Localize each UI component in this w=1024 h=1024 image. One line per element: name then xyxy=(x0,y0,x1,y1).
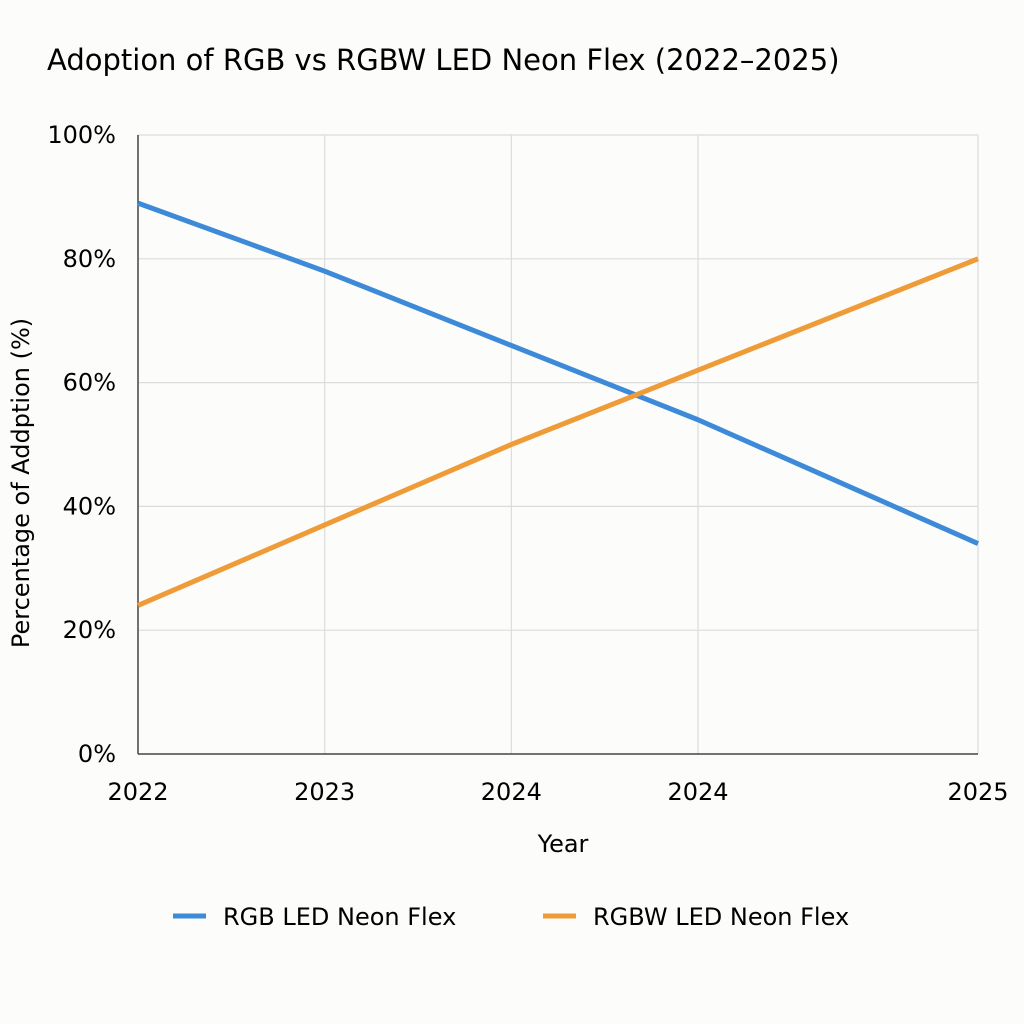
x-tick-label: 2025 xyxy=(947,778,1008,806)
legend-label-rgbw: RGBW LED Neon Flex xyxy=(593,903,849,931)
grid-lines xyxy=(138,134,979,754)
legend: RGB LED Neon Flex RGBW LED Neon Flex xyxy=(173,903,849,931)
series-lines xyxy=(137,200,980,608)
x-tick-label: 2022 xyxy=(107,778,168,806)
y-tick-label: 80% xyxy=(63,245,116,273)
axes xyxy=(137,135,978,755)
y-tick-label: 100% xyxy=(47,121,116,149)
y-tick-label: 0% xyxy=(78,740,116,768)
tick-labels: 0% 20% 40% 60% 80% 100% 2022 2023 2024 2024 2025 xyxy=(47,121,1008,806)
x-axis-title: Year xyxy=(537,830,589,858)
y-tick-label: 40% xyxy=(63,492,116,520)
series-line-rgbw xyxy=(137,256,979,608)
y-tick-label: 60% xyxy=(63,369,116,397)
chart-title: Adoption of RGB vs RGBW LED Neon Flex (2… xyxy=(47,43,840,77)
x-tick-label: 2024 xyxy=(481,778,542,806)
y-axis-title: Percentage of Addption (%) xyxy=(7,318,35,648)
y-tick-label: 20% xyxy=(63,616,116,644)
x-tick-label: 2024 xyxy=(667,778,728,806)
legend-label-rgb: RGB LED Neon Flex xyxy=(223,903,456,931)
x-tick-label: 2023 xyxy=(294,778,355,806)
series-line-rgb xyxy=(137,200,980,546)
